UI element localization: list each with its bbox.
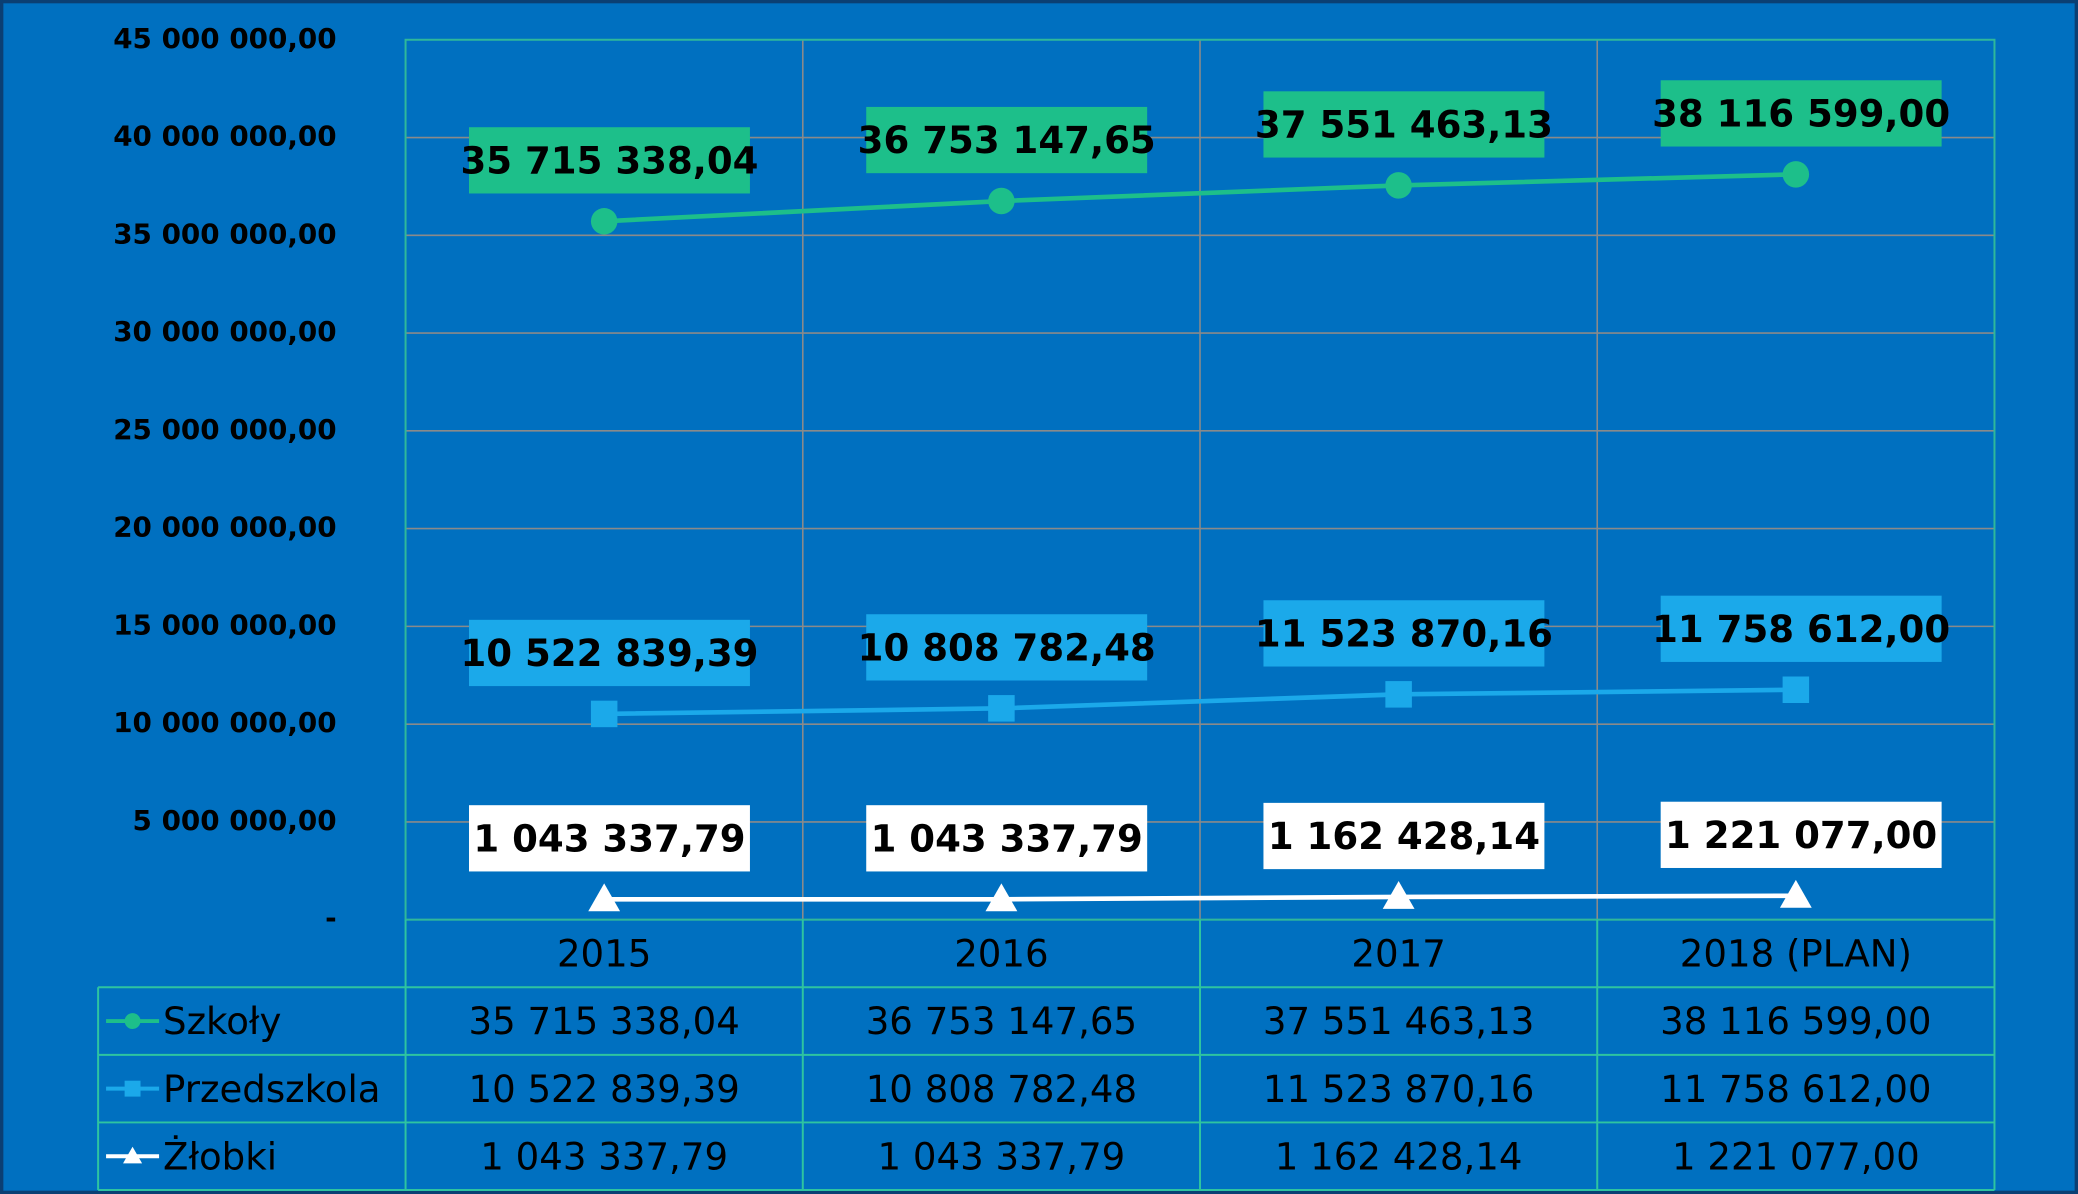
data-label-box xyxy=(866,614,1148,681)
data-label-box xyxy=(1263,600,1545,667)
y-tick-label: - xyxy=(325,902,337,935)
data-label-box xyxy=(1660,595,1942,662)
marker xyxy=(1385,172,1412,199)
legend-marker xyxy=(123,1146,143,1164)
data-label-box xyxy=(1660,80,1942,147)
data-label-box xyxy=(866,106,1148,174)
table-cell: 1 043 337,79 xyxy=(878,1135,1126,1178)
x-tick-label: 2015 xyxy=(557,933,651,976)
legend-label: Żłobki xyxy=(163,1135,277,1178)
marker xyxy=(590,700,618,728)
data-label-box xyxy=(1263,91,1545,158)
data-label: 10 808 782,48 xyxy=(858,627,1156,670)
table-cell: 1 221 077,00 xyxy=(1672,1135,1920,1178)
y-tick-label: 40 000 000,00 xyxy=(113,120,336,153)
marker xyxy=(590,208,618,235)
marker xyxy=(988,187,1015,215)
x-tick-label: 2018 (PLAN) xyxy=(1680,933,1912,976)
y-tick-label: 35 000 000,00 xyxy=(113,217,336,250)
data-label: 35 715 338,04 xyxy=(460,139,758,182)
data-label: 1 043 337,79 xyxy=(871,817,1143,860)
data-label-box xyxy=(1660,801,1942,868)
data-label: 36 753 147,65 xyxy=(858,119,1156,162)
series-line xyxy=(604,893,1796,902)
table-cell: 11 758 612,00 xyxy=(1660,1068,1931,1111)
y-tick-label: 5 000 000,00 xyxy=(133,804,337,837)
data-label-box xyxy=(469,127,750,194)
data-label: 10 522 839,39 xyxy=(460,632,758,675)
data-label-box xyxy=(1263,802,1545,870)
data-label: 1 043 337,79 xyxy=(473,817,745,860)
y-tick-label: 25 000 000,00 xyxy=(113,413,336,446)
marker xyxy=(1782,161,1810,188)
data-label: 1 162 428,14 xyxy=(1268,815,1540,858)
data-label: 1 221 077,00 xyxy=(1665,814,1937,857)
table-cell: 36 753 147,65 xyxy=(866,1000,1137,1043)
table-cell: 1 043 337,79 xyxy=(480,1135,728,1178)
legend-label: Przedszkola xyxy=(163,1068,381,1111)
table-cell: 35 715 338,04 xyxy=(468,1000,739,1043)
marker xyxy=(988,695,1015,722)
data-label: 38 116 599,00 xyxy=(1652,93,1950,136)
legend-marker xyxy=(124,1080,141,1097)
marker xyxy=(985,883,1018,912)
legend-label: Szkoły xyxy=(163,1000,281,1043)
data-label-box xyxy=(866,805,1148,872)
marker xyxy=(1782,676,1810,704)
table-cell: 10 522 839,39 xyxy=(468,1068,739,1111)
table-cell: 37 551 463,13 xyxy=(1263,1000,1534,1043)
table-cell: 11 523 870,16 xyxy=(1263,1068,1534,1111)
y-tick-label: 45 000 000,00 xyxy=(113,22,336,55)
marker xyxy=(1382,881,1415,909)
y-tick-label: 20 000 000,00 xyxy=(113,511,336,544)
table-cell: 10 808 782,48 xyxy=(866,1068,1137,1111)
y-tick-label: 15 000 000,00 xyxy=(113,608,336,641)
table-cell: 38 116 599,00 xyxy=(1660,1000,1931,1043)
data-label: 37 551 463,13 xyxy=(1255,104,1553,147)
series-line xyxy=(604,172,1796,224)
data-label-box xyxy=(469,619,750,687)
marker xyxy=(588,883,621,912)
table-cell: 1 162 428,14 xyxy=(1275,1135,1523,1178)
marker xyxy=(1385,681,1412,708)
series-line xyxy=(604,687,1796,717)
marker xyxy=(1779,879,1812,908)
data-label-box xyxy=(469,805,750,872)
x-tick-label: 2017 xyxy=(1351,933,1445,976)
data-label: 11 523 870,16 xyxy=(1255,613,1553,656)
y-tick-label: 30 000 000,00 xyxy=(113,315,336,348)
x-tick-label: 2016 xyxy=(954,933,1048,976)
data-label: 11 758 612,00 xyxy=(1652,608,1950,651)
y-tick-label: 10 000 000,00 xyxy=(113,706,336,739)
legend-marker xyxy=(124,1013,141,1030)
